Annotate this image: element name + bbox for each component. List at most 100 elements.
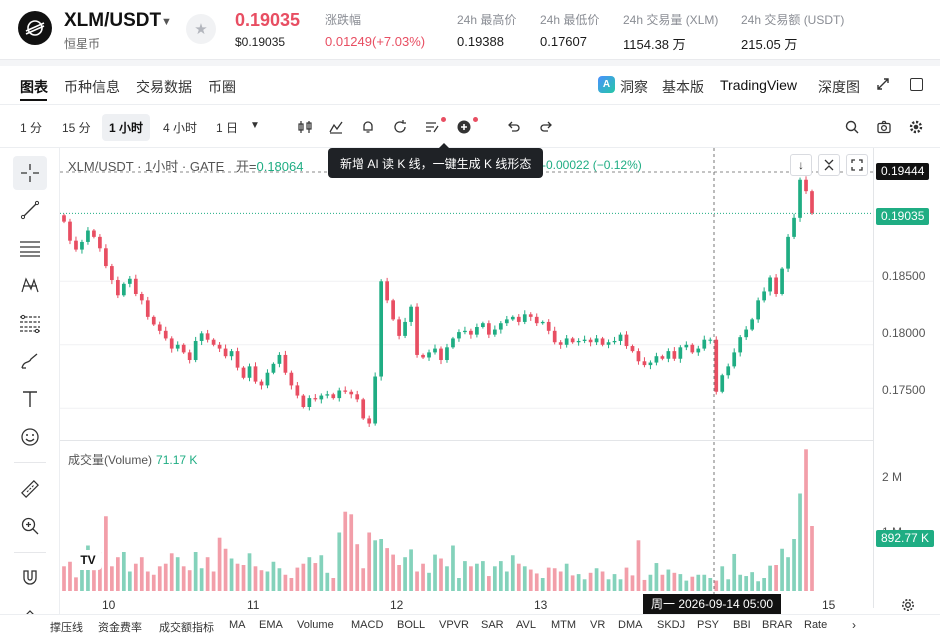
indicator-vpvr[interactable]: VPVR — [439, 619, 469, 631]
volume-bar — [684, 580, 689, 591]
indicator-macd[interactable]: MACD — [351, 619, 384, 631]
indicator-avl[interactable]: AVL — [516, 619, 536, 631]
text-icon[interactable] — [13, 382, 47, 416]
volume-bar — [247, 553, 252, 591]
candle-body — [744, 329, 749, 338]
candle-body — [469, 330, 473, 335]
timeframe-dropdown-icon[interactable]: ▼ — [250, 120, 260, 131]
indicator-撑压线[interactable]: 撑压线 — [50, 622, 83, 634]
indicator-vr[interactable]: VR — [590, 619, 606, 631]
candle-body — [385, 281, 389, 301]
candle-body — [636, 351, 641, 362]
timeframe-4h[interactable]: 4 小时 — [163, 121, 198, 135]
volume-bar — [373, 540, 378, 591]
volume-bar — [241, 565, 246, 591]
indicator-ma[interactable]: MA — [229, 619, 246, 631]
indicator-ema[interactable]: EMA — [259, 619, 283, 631]
indicator-boll[interactable]: BOLL — [397, 619, 426, 631]
tab-community[interactable]: 币圈 — [208, 79, 236, 95]
settings-gear-icon[interactable] — [906, 117, 926, 137]
tab-depth[interactable]: 深度图 — [818, 79, 860, 95]
indicator-dma[interactable]: DMA — [618, 619, 643, 631]
tab-trade-data[interactable]: 交易数据 — [136, 79, 192, 95]
horizontal-lines-icon[interactable] — [13, 231, 47, 265]
indicator-rate[interactable]: Rate — [804, 619, 828, 631]
timeframe-1m[interactable]: 1 分 — [20, 121, 43, 135]
volume-bar — [762, 578, 766, 591]
candle-body — [690, 344, 695, 353]
indicator-bbi[interactable]: BBI — [733, 619, 751, 631]
chart-area[interactable]: XLM/USDT · 1小时 · GATE 开=0.18064 -0.00022… — [60, 143, 940, 635]
candle-body — [313, 398, 318, 400]
fullscreen-icon[interactable] — [846, 154, 868, 176]
pattern-icon[interactable] — [13, 268, 47, 302]
axis-settings-icon[interactable] — [898, 595, 918, 615]
indicator-mtm[interactable]: MTM — [551, 619, 577, 631]
volume-bar — [487, 576, 491, 591]
volume-bar — [546, 567, 551, 591]
candlestick-chart[interactable] — [60, 148, 940, 635]
trendline-icon[interactable] — [13, 193, 47, 227]
fib-icon[interactable] — [13, 306, 47, 340]
add-indicator-icon[interactable] — [454, 117, 474, 137]
window-icon[interactable] — [910, 78, 923, 91]
volume-bar — [68, 561, 72, 591]
scroll-down-icon[interactable]: ↓ — [790, 154, 812, 176]
zoom-icon[interactable] — [13, 509, 47, 543]
undo-icon[interactable] — [504, 117, 524, 137]
tab-basic[interactable]: 基本版 — [662, 79, 704, 95]
crosshair-icon[interactable] — [13, 156, 47, 190]
emoji-icon[interactable] — [13, 420, 47, 454]
replay-icon[interactable] — [390, 117, 410, 137]
tab-chart[interactable]: 图表 — [20, 79, 48, 95]
timeframe-1d[interactable]: 1 日 — [216, 121, 239, 135]
candle-body — [684, 344, 689, 348]
tab-coin-info[interactable]: 币种信息 — [64, 79, 120, 95]
alert-bell-icon[interactable] — [358, 117, 378, 137]
ai-insight-icon[interactable]: A — [598, 76, 615, 93]
ai-feature-tooltip: 新增 AI 读 K 线，一键生成 K 线形态 — [328, 143, 544, 178]
indicator-brar[interactable]: BRAR — [762, 619, 793, 631]
indicator-psy[interactable]: PSY — [697, 619, 720, 631]
tab-tradingview[interactable]: TradingView — [720, 77, 798, 93]
indicator-skdj[interactable]: SKDJ — [657, 619, 686, 631]
indicator-sar[interactable]: SAR — [481, 619, 504, 631]
magnet-icon[interactable] — [13, 560, 47, 594]
timeframe-1h[interactable]: 1 小时 — [102, 114, 151, 141]
candle-type-icon[interactable] — [295, 117, 315, 137]
redo-icon[interactable] — [536, 117, 556, 137]
candle-body — [756, 300, 760, 320]
collapse-icon[interactable] — [818, 154, 840, 176]
volume-bar — [62, 566, 66, 591]
volume-bar — [732, 553, 737, 591]
indicator-volume[interactable]: Volume — [297, 619, 334, 631]
ai-pattern-icon[interactable] — [422, 117, 442, 137]
indicator-成交额指标[interactable]: 成交额指标 — [159, 622, 214, 634]
expand-icon[interactable] — [876, 77, 890, 96]
ruler-icon[interactable] — [13, 472, 47, 506]
scroll-right-icon[interactable]: › — [852, 618, 856, 632]
stat-value: 0.17607 — [540, 34, 587, 49]
camera-icon[interactable] — [874, 117, 894, 137]
tab-insight[interactable]: 洞察 — [620, 79, 648, 95]
timeframe-15m[interactable]: 15 分 — [62, 121, 91, 135]
pair-name[interactable]: XLM/USDT — [64, 10, 162, 31]
brush-icon[interactable] — [13, 344, 47, 378]
volume-bar — [570, 575, 575, 591]
candle-body — [510, 316, 515, 320]
candle-body — [642, 361, 647, 366]
indicators-icon[interactable] — [326, 117, 346, 137]
pair-dropdown-icon[interactable]: ▼ — [161, 16, 172, 28]
volume-bar — [283, 574, 288, 591]
candle-body — [211, 339, 216, 345]
toolbar-divider — [14, 552, 46, 553]
candle-body — [678, 347, 683, 359]
volume-bar — [660, 574, 665, 591]
search-icon[interactable] — [842, 117, 862, 137]
candle-body — [475, 327, 479, 335]
indicator-资金费率[interactable]: 资金费率 — [98, 622, 142, 634]
volume-bar — [361, 568, 366, 591]
volume-bar — [475, 563, 479, 591]
volume-bar — [409, 549, 413, 591]
favorite-star-icon[interactable]: ★ — [186, 14, 216, 44]
